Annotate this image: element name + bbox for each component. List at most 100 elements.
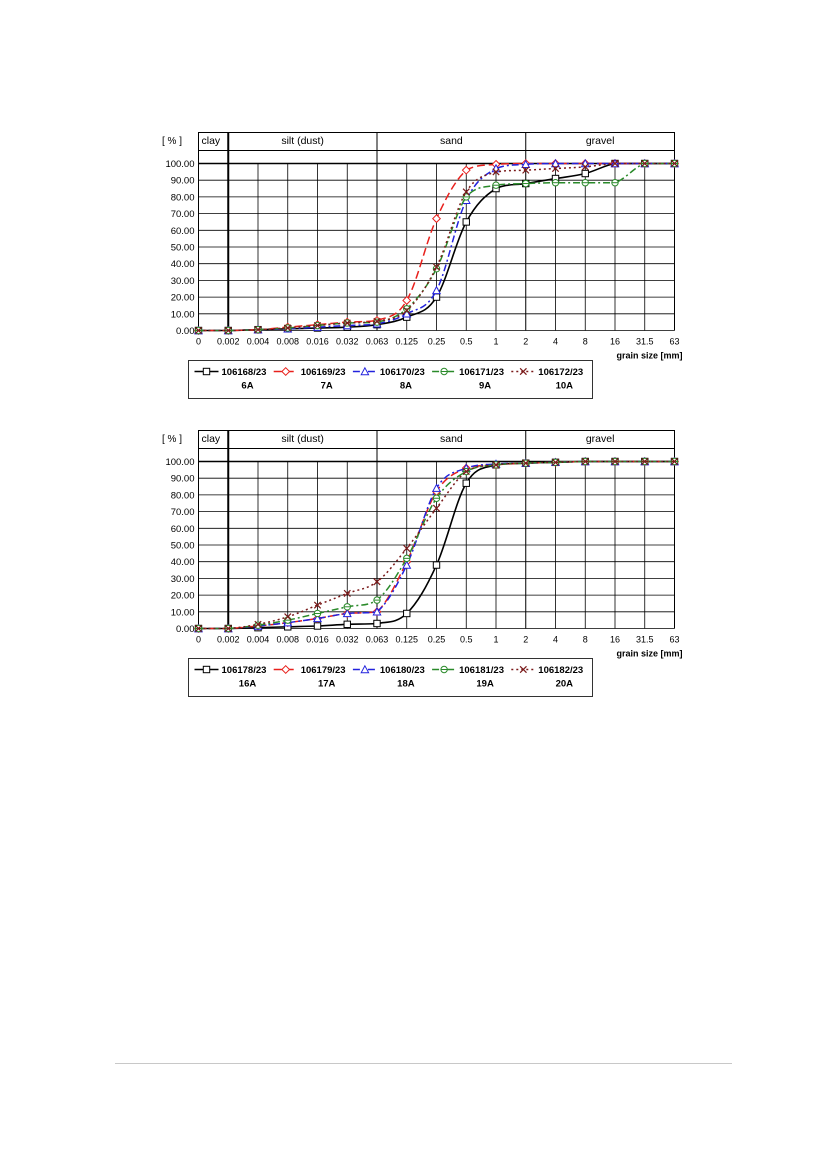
legend-item-1: 106169/23 7A <box>273 366 346 392</box>
plot-grid <box>198 150 675 331</box>
y-tick-label-4: 40.00 <box>171 557 195 568</box>
data-point-2-8 <box>431 483 442 492</box>
x-tick-label-15: 31.5 <box>636 635 654 645</box>
zone-label-3: gravel <box>586 135 615 147</box>
x-tick-label-7: 0.125 <box>395 337 418 347</box>
grain-size-chart-bottom: [ % ] clay silt (dust) sand gravel 0.00 10.00 2… <box>160 426 685 706</box>
y-tick-label-0: 0.00 <box>176 326 195 337</box>
data-point-4-2 <box>254 620 262 628</box>
y-tick-labels: 0.00 10.00 20.00 30.00 40.00 50.00 60.00 70.00 8… <box>165 159 194 337</box>
x-tick-label-9: 0.5 <box>460 635 473 645</box>
data-point-4-9 <box>462 188 470 196</box>
data-point-2-4 <box>312 613 323 623</box>
y-tick-label-10: 100.00 <box>165 159 194 170</box>
y-tick-label-7: 70.00 <box>171 209 195 220</box>
x-tick-label-13: 8 <box>583 635 588 645</box>
y-tick-label-7: 70.00 <box>171 507 195 518</box>
zone-label-3: gravel <box>586 433 615 445</box>
series-line-4 <box>198 162 675 332</box>
legend-marker-4 <box>519 367 527 376</box>
y-tick-label-8: 80.00 <box>171 192 195 203</box>
data-point-4-11 <box>522 166 530 174</box>
zone-label-0: clay <box>202 135 221 147</box>
series-4 <box>194 457 679 633</box>
x-tick-label-12: 4 <box>553 337 558 347</box>
data-point-4-4 <box>313 601 322 609</box>
data-point-4-15 <box>641 159 649 168</box>
data-point-4-9 <box>462 467 470 476</box>
data-point-0-4 <box>313 622 322 630</box>
series-4 <box>194 159 679 335</box>
legend-label-0: 106168/23 <box>222 367 267 378</box>
y-tick-label-9: 90.00 <box>171 176 195 187</box>
data-point-3-6 <box>373 596 381 604</box>
data-point-3-7 <box>403 554 411 563</box>
x-tick-label-5: 0.032 <box>336 337 359 347</box>
legend-marker-0 <box>202 367 211 376</box>
data-point-0-13 <box>581 169 589 178</box>
data-point-4-0 <box>194 624 203 633</box>
data-point-2-7 <box>402 560 412 569</box>
data-point-4-1 <box>224 624 232 633</box>
legend-sample-4: 20A <box>556 679 574 690</box>
y-tick-label-2: 20.00 <box>171 293 195 304</box>
data-point-4-11 <box>522 459 530 467</box>
x-tick-label-4: 0.016 <box>306 635 329 645</box>
zone-label-1: silt (dust) <box>281 433 324 445</box>
zone-label-1: silt (dust) <box>281 135 324 147</box>
plot-grid <box>198 448 675 629</box>
legend: 106168/23 6A 106169/23 7A 106170/23 8A 106171/… <box>188 360 593 399</box>
grain-size-chart-top: [ % ] clay silt (dust) sand gravel 0.00 10.00 2… <box>160 128 685 408</box>
data-point-1-8 <box>431 214 442 224</box>
data-point-3-10 <box>492 181 500 189</box>
x-tick-label-11: 2 <box>523 635 528 645</box>
data-point-3-14 <box>611 179 619 187</box>
data-point-4-7 <box>403 544 411 552</box>
legend-label-2: 106180/23 <box>380 665 425 676</box>
data-point-4-10 <box>492 168 500 176</box>
legend-label-3: 106171/23 <box>459 367 504 378</box>
data-point-4-3 <box>284 324 292 332</box>
x-tick-label-10: 1 <box>493 337 498 347</box>
data-point-4-6 <box>373 578 381 586</box>
x-tick-label-10: 1 <box>493 635 498 645</box>
data-point-4-14 <box>611 457 619 466</box>
data-point-4-12 <box>551 164 560 173</box>
chart-svg: [ % ] clay silt (dust) sand gravel0.0010.002… <box>162 132 683 399</box>
legend-sample-2: 8A <box>400 381 412 392</box>
legend-item-2: 106180/23 18A <box>352 664 425 690</box>
legend-sample-3: 9A <box>479 381 491 392</box>
data-point-4-6 <box>373 317 381 325</box>
legend-item-0: 106168/23 6A <box>194 367 267 392</box>
legend-sample-2: 18A <box>397 679 415 690</box>
legend-item-4: 106172/23 10A <box>511 367 583 392</box>
legend-sample-1: 7A <box>321 381 333 392</box>
data-point-3-11 <box>522 179 530 188</box>
zone-header: clay silt (dust) sand gravel <box>198 430 675 449</box>
data-point-4-4 <box>313 321 322 330</box>
data-point-4-13 <box>581 457 589 466</box>
data-point-4-12 <box>551 458 560 466</box>
data-point-0-8 <box>432 561 441 569</box>
legend-marker-1 <box>281 366 291 377</box>
legend-marker-0 <box>202 665 211 674</box>
zone-label-2: sand <box>440 135 463 147</box>
data-point-2-6 <box>372 607 382 616</box>
data-point-4-13 <box>581 163 589 171</box>
legend-label-1: 106169/23 <box>301 367 346 378</box>
x-tick-label-5: 0.032 <box>336 635 359 645</box>
series-group <box>193 158 680 336</box>
y-tick-label-3: 30.00 <box>171 574 195 585</box>
data-point-4-8 <box>432 504 441 512</box>
x-tick-label-14: 16 <box>610 635 620 645</box>
x-tick-label-6: 0.063 <box>366 337 389 347</box>
x-axis-label: grain size [mm] <box>616 649 682 659</box>
zone-label-0: clay <box>202 433 221 445</box>
data-point-2-11 <box>521 159 531 169</box>
y-tick-label-0: 0.00 <box>176 624 195 635</box>
legend-marker-3 <box>440 665 448 674</box>
x-tick-label-2: 0.004 <box>247 635 270 645</box>
x-tick-label-16: 63 <box>669 635 679 645</box>
legend-sample-4: 10A <box>556 381 574 392</box>
legend-label-2: 106170/23 <box>380 367 425 378</box>
